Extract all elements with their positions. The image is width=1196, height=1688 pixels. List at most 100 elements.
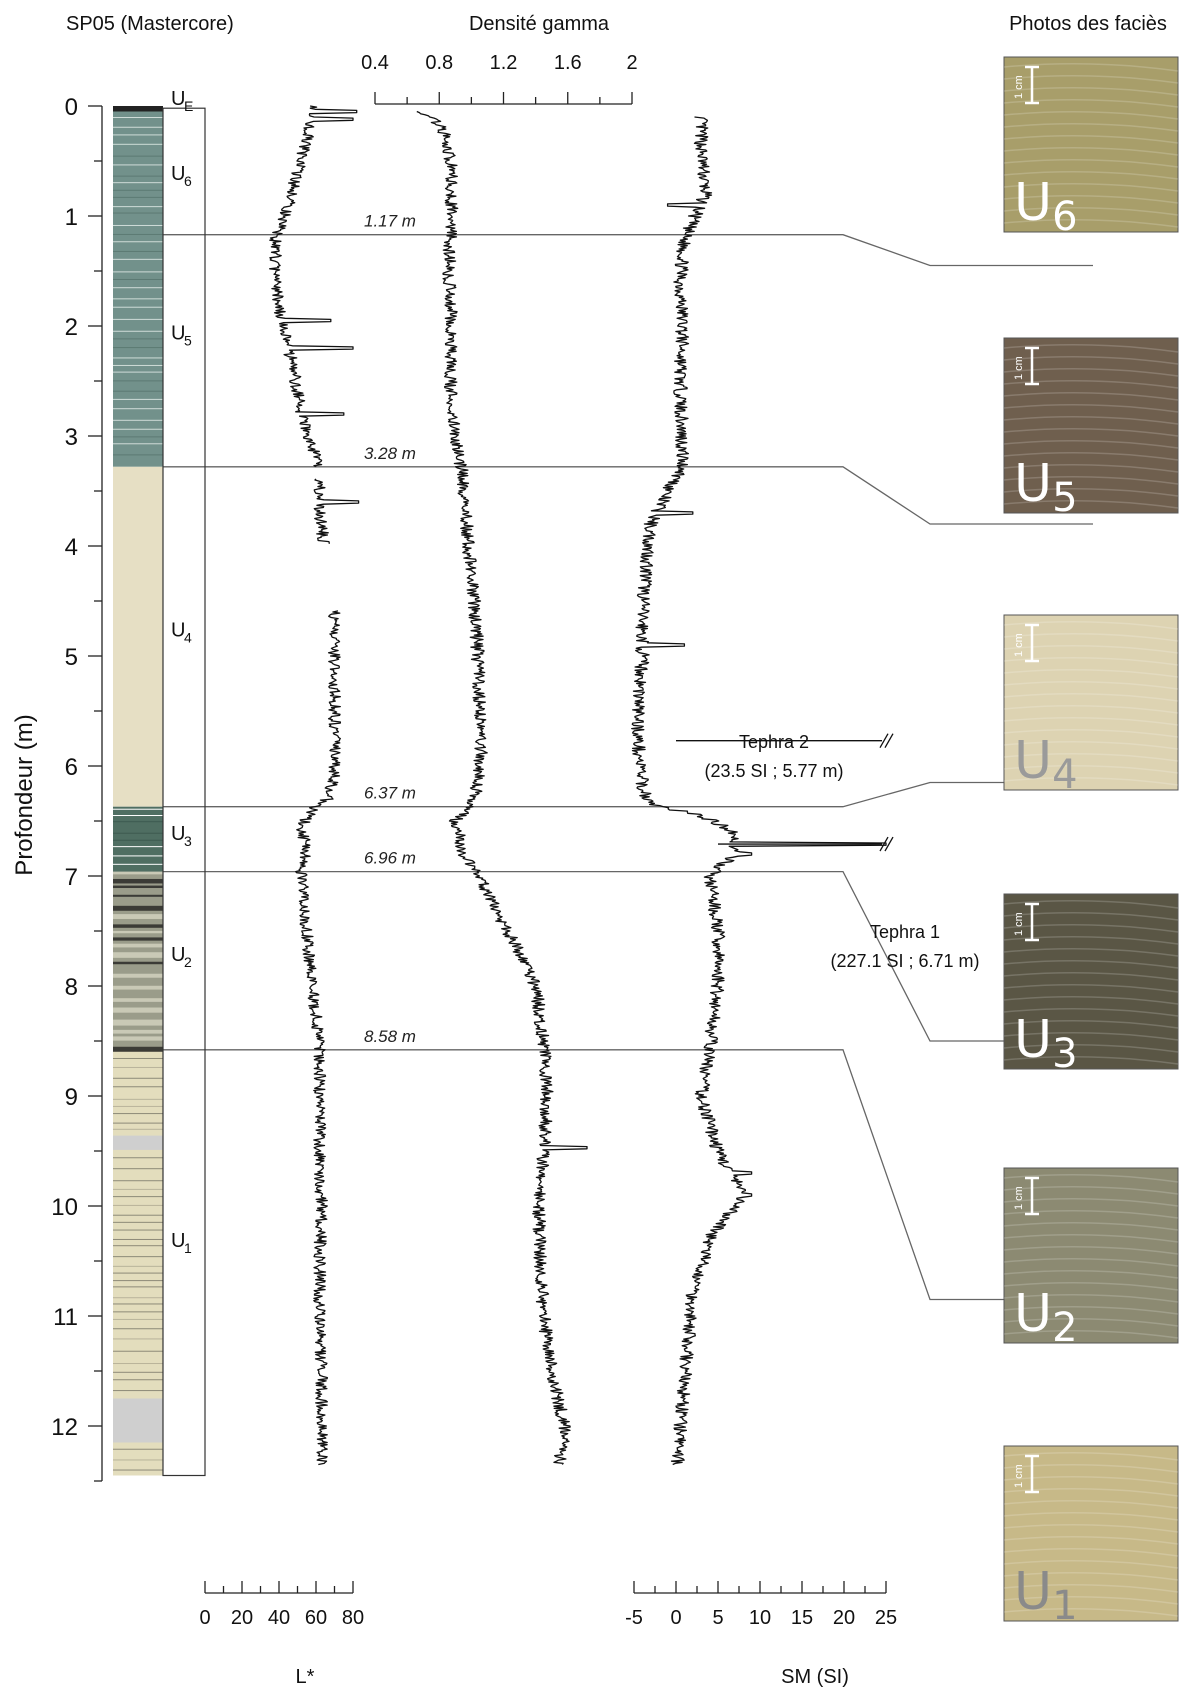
core-lamina — [113, 1272, 163, 1274]
facies-lamina — [1003, 657, 1179, 666]
facies-lamina — [1003, 500, 1179, 509]
facies-lamina — [1003, 1572, 1179, 1581]
core-lamina — [113, 1128, 163, 1130]
facies-lamina — [1003, 1306, 1179, 1315]
core-lamina — [113, 117, 163, 118]
facies-lamina — [1003, 936, 1179, 945]
unit-label-sub: 6 — [184, 173, 192, 189]
depth-tick-label: 8 — [65, 974, 78, 1001]
core-lamina — [113, 1113, 163, 1115]
facies-lamina — [1003, 984, 1179, 993]
unit-label-main: U — [171, 620, 185, 642]
facies-lamina — [1003, 440, 1179, 449]
facies-lamina — [1003, 1198, 1179, 1207]
core-lamina — [113, 1245, 163, 1247]
facies-lamina — [1003, 380, 1179, 389]
facies-lamina — [1003, 75, 1179, 84]
facies-lamina — [1003, 1174, 1179, 1183]
core-lamina — [113, 258, 163, 260]
facies-lamina — [1003, 452, 1179, 461]
core-lamina — [113, 1214, 163, 1216]
core-lamina — [113, 1066, 163, 1068]
facies-lamina — [1003, 1186, 1179, 1195]
core-lamina — [113, 985, 163, 990]
tephra-2-detail: (23.5 SI ; 5.77 m) — [704, 761, 843, 781]
facies-lamina — [1003, 1584, 1179, 1593]
core-lamina — [113, 1057, 163, 1059]
facies-lamina — [1003, 476, 1179, 485]
unit-label-sub: 4 — [184, 630, 192, 646]
axis-tick-label: 40 — [268, 1607, 290, 1629]
core-lamina — [113, 943, 163, 948]
core-lamina — [113, 871, 163, 875]
facies-lamina — [1003, 392, 1179, 401]
core-lamina — [113, 1098, 163, 1100]
depth-tick-label: 0 — [65, 94, 78, 121]
core-lamina — [113, 155, 163, 157]
core-lamina — [113, 298, 163, 300]
core-lamina — [113, 1036, 163, 1041]
core-gap — [113, 1398, 163, 1443]
core-title: SP05 (Mastercore) — [66, 13, 234, 35]
tephra-2-label: Tephra 2 — [739, 732, 809, 752]
facies-photo-image — [1003, 56, 1179, 233]
axis-gamma: 0.4 0.8 1.2 1.6 2 — [361, 52, 638, 105]
core-lamina — [113, 1311, 163, 1313]
facies-lamina — [1003, 488, 1179, 497]
unit-label: U6 — [171, 163, 192, 189]
series-line-gamma — [416, 110, 588, 1465]
tephra-1-label: Tephra 1 — [870, 922, 940, 942]
facies-lamina — [1003, 1596, 1179, 1605]
unit-label-frame — [162, 107, 206, 1477]
facies-photo-label-sub: 3 — [1052, 1031, 1077, 1077]
core-lamina — [113, 832, 163, 834]
sm-axis-title: SM (SI) — [781, 1666, 849, 1688]
core-lamina — [113, 914, 163, 919]
property-axes: 0 20 40 60 80 0.4 0.8 1.2 1.6 2 -5 0 5 10 15 20 25 — [199, 52, 897, 1629]
core-lamina — [113, 1363, 163, 1365]
depth-tick-label: 4 — [65, 534, 78, 561]
core-lamina — [113, 212, 163, 214]
core-lamina — [113, 1122, 163, 1124]
depth-tick-label: 7 — [65, 864, 78, 891]
depth-axis-title: Profondeur (m) — [11, 714, 38, 875]
core-lamina — [113, 1390, 163, 1392]
unit-label-main: U — [171, 323, 185, 345]
axis-tick-label: 0.4 — [361, 52, 389, 74]
core-segment — [113, 806, 163, 872]
core-lamina — [113, 846, 163, 848]
facies-lamina — [1003, 729, 1179, 738]
core-lamina — [113, 1229, 163, 1231]
axis-tick-label: 20 — [833, 1607, 855, 1629]
core-lamina — [113, 839, 163, 841]
core-lamina — [113, 1469, 163, 1471]
facies-lamina — [1003, 1020, 1179, 1029]
axis-tick-label: 0 — [199, 1607, 210, 1629]
facies-photo-label-sub: 6 — [1052, 194, 1077, 240]
facies-lamina — [1003, 123, 1179, 132]
facies-lamina — [1003, 996, 1179, 1005]
core-lamina — [113, 164, 163, 166]
unit-label-sub: E — [184, 98, 193, 114]
facies-lamina — [1003, 1548, 1179, 1557]
core-lamina — [113, 306, 163, 308]
unit-label-sub: 1 — [184, 1240, 192, 1256]
core-lamina — [113, 821, 163, 823]
core-lamina — [113, 1196, 163, 1198]
core-lamina — [113, 1318, 163, 1320]
core-lamina — [113, 330, 163, 332]
tephra-annotations: Tephra 2 (23.5 SI ; 5.77 m) Tephra 1 (227.1… — [676, 732, 980, 971]
axis-L: 0 20 40 60 80 — [199, 1581, 364, 1629]
core-lamina — [113, 241, 163, 243]
core-lamina — [113, 1328, 163, 1330]
depth-tick-label: 10 — [51, 1194, 78, 1221]
data-series — [269, 105, 887, 1466]
core-lamina — [113, 318, 163, 320]
core-lamina — [113, 182, 163, 184]
core-gap — [113, 1135, 163, 1150]
facies-lamina — [1003, 1270, 1179, 1279]
core-lamina — [113, 126, 163, 128]
